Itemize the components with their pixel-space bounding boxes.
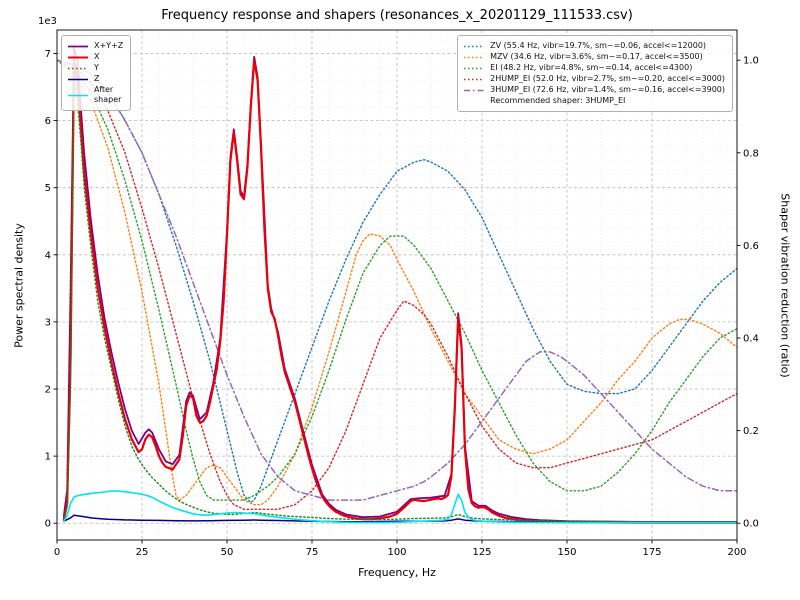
tick-label: 1.0 xyxy=(743,56,759,67)
legend-item-label: 2HUMP_EI (52.0 Hz, vibr=2.7%, sm~=0.20, … xyxy=(490,74,725,83)
legend-item-label: X xyxy=(94,52,100,61)
legend-line-swatch xyxy=(464,89,485,91)
legend-line-swatch xyxy=(68,56,88,58)
tick-label: 5 xyxy=(45,183,51,194)
legend-line-swatch xyxy=(464,45,485,47)
legend-item-label: 3HUMP_EI (72.6 Hz, vibr=1.4%, sm~=0.16, … xyxy=(490,85,725,94)
legend-item-label: After shaper xyxy=(94,85,122,104)
tick-label: 75 xyxy=(306,547,319,558)
legend-item-label: MZV (34.6 Hz, vibr=3.6%, sm~=0.17, accel… xyxy=(490,52,703,61)
tick-label: 150 xyxy=(557,547,576,558)
legend-item: ZV (55.4 Hz, vibr=19.7%, sm~=0.06, accel… xyxy=(463,41,725,51)
y-axis-left-label: Power spectral density xyxy=(12,223,26,348)
tick-label: 6 xyxy=(45,116,51,127)
legend-item-label: Y xyxy=(94,63,99,72)
legend-item: X+Y+Z xyxy=(67,41,123,51)
shaper-curve xyxy=(57,59,737,501)
legend-psd: X+Y+Z X Y Z After shaper xyxy=(61,35,132,111)
tick-label: 0.2 xyxy=(743,426,759,437)
legend-item: 3HUMP_EI (72.6 Hz, vibr=1.4%, sm~=0.16, … xyxy=(463,85,725,95)
legend-item: 2HUMP_EI (52.0 Hz, vibr=2.7%, sm~=0.20, … xyxy=(463,74,725,84)
y-axis-right-label: Shaper vibration reduction (ratio) xyxy=(778,193,792,378)
shaper-curve xyxy=(57,59,737,501)
legend-empty-swatch xyxy=(463,97,485,106)
psd-curve xyxy=(62,45,737,523)
legend-item: X xyxy=(67,52,123,62)
legend-item: Recommended shaper: 3HUMP_EI xyxy=(463,96,725,106)
chart-title: Frequency response and shapers (resonanc… xyxy=(161,8,633,23)
tick-label: 200 xyxy=(727,547,746,558)
legend-line-swatch xyxy=(68,67,88,69)
legend-item: MZV (34.6 Hz, vibr=3.6%, sm~=0.17, accel… xyxy=(463,52,725,62)
tick-label: 0 xyxy=(54,547,60,558)
legend-line-swatch xyxy=(464,56,485,58)
tick-label: 0.8 xyxy=(743,148,759,159)
psd-curve xyxy=(63,514,737,524)
shaper-curve xyxy=(57,59,737,506)
psd-curve xyxy=(62,59,737,524)
legend-item-label: Recommended shaper: 3HUMP_EI xyxy=(490,96,626,105)
tick-label: 1 xyxy=(45,452,51,463)
legend-item-label: Z xyxy=(94,74,100,83)
legend-item-label: ZV (55.4 Hz, vibr=19.7%, sm~=0.06, accel… xyxy=(490,41,707,50)
legend-item: EI (48.2 Hz, vibr=4.8%, sm~=0.14, accel<… xyxy=(463,63,725,73)
tick-label: 7 xyxy=(45,49,51,60)
legend-line-swatch xyxy=(464,67,485,69)
tick-label: 0 xyxy=(45,519,51,530)
tick-label: 25 xyxy=(136,547,149,558)
psd-curve xyxy=(63,79,737,523)
tick-label: 100 xyxy=(387,547,406,558)
tick-label: 4 xyxy=(45,250,51,261)
legend-shapers: ZV (55.4 Hz, vibr=19.7%, sm~=0.06, accel… xyxy=(457,35,733,112)
y-axis-offset-text: 1e3 xyxy=(38,16,57,27)
legend-line-swatch xyxy=(68,94,88,96)
tick-label: 0.4 xyxy=(743,334,759,345)
legend-item: Z xyxy=(67,74,123,84)
legend-line-swatch xyxy=(464,78,485,80)
psd-curve xyxy=(62,490,737,524)
shaper-curve xyxy=(57,59,737,504)
x-axis-label: Frequency, Hz xyxy=(358,566,436,579)
tick-label: 2 xyxy=(45,385,51,396)
tick-label: 0.0 xyxy=(743,519,759,530)
legend-line-swatch xyxy=(68,78,88,80)
legend-item: Y xyxy=(67,63,123,73)
tick-label: 175 xyxy=(642,547,661,558)
tick-label: 50 xyxy=(221,547,234,558)
tick-label: 0.6 xyxy=(743,241,759,252)
legend-item-label: X+Y+Z xyxy=(94,41,124,50)
legend-line-swatch xyxy=(68,45,88,47)
legend-item: After shaper xyxy=(67,85,123,105)
shaper-curve xyxy=(57,59,737,510)
legend-item-label: EI (48.2 Hz, vibr=4.8%, sm~=0.14, accel<… xyxy=(490,63,693,72)
tick-label: 125 xyxy=(472,547,491,558)
tick-label: 3 xyxy=(45,317,51,328)
